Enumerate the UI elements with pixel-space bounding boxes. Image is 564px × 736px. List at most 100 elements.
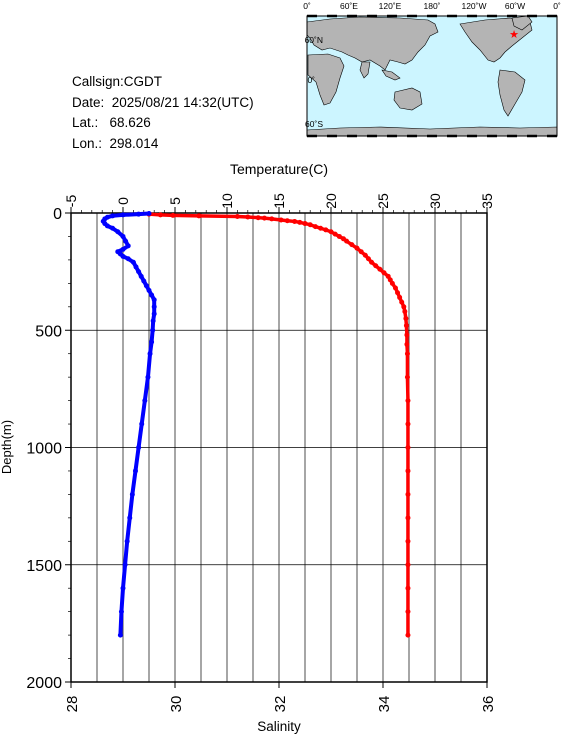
- temperature-point: [354, 245, 360, 251]
- temperature-point: [389, 280, 395, 286]
- temperature-point: [405, 538, 411, 544]
- salinity-tick-label: 32: [272, 696, 289, 713]
- salinity-tick-label: 34: [376, 696, 393, 713]
- temperature-point: [146, 211, 152, 217]
- depth-tick-label: 2000: [26, 675, 62, 692]
- salinity-point: [142, 398, 148, 404]
- temperature-point: [344, 238, 350, 244]
- temperature-point: [395, 290, 401, 296]
- temperature-axis-title: Temperature(C): [230, 161, 328, 177]
- temperature-point: [399, 299, 405, 305]
- depth-tick-label: 1000: [26, 441, 62, 458]
- salinity-profile-line: [101, 211, 157, 638]
- salinity-point: [110, 213, 116, 219]
- temperature-point: [245, 214, 251, 220]
- float-info-panel: Callsign:CGDT Date: 2025/08/21 14:32(UTC…: [72, 72, 254, 154]
- temperature-point: [404, 374, 410, 380]
- temperature-point: [397, 294, 403, 300]
- salinity-point: [110, 225, 116, 231]
- salinity-point: [149, 292, 155, 298]
- salinity-point: [117, 632, 123, 638]
- map-lon-label: 120˚W: [461, 1, 486, 11]
- temperature-tick-label: 20: [323, 193, 339, 209]
- plot-frame: [70, 212, 488, 683]
- temperature-point: [405, 632, 411, 638]
- map-lat-labels: 60˚N 0˚ 60˚S: [305, 35, 324, 129]
- temperature-point: [269, 216, 275, 222]
- temperature-point: [196, 213, 202, 219]
- map-lon-label: 0˚: [553, 1, 561, 11]
- temperature-profile-line: [147, 212, 410, 637]
- depth-tick-label: 1500: [26, 558, 62, 575]
- salinity-point: [115, 249, 121, 255]
- salinity-tick-label: 30: [168, 696, 185, 713]
- profile-series: [100, 210, 411, 638]
- salinity-point: [120, 253, 126, 259]
- map-lon-label: 0˚: [303, 1, 311, 11]
- salinity-point: [102, 221, 108, 227]
- map-lat-label: 60˚N: [305, 35, 323, 45]
- salinity-tick-label: 28: [64, 696, 81, 713]
- salinity-point: [138, 273, 144, 279]
- temperature-point: [336, 233, 342, 239]
- temperature-point: [387, 277, 393, 283]
- salinity-point: [129, 491, 135, 497]
- salinity-point: [104, 223, 110, 229]
- salinity-point: [143, 283, 149, 289]
- temperature-point: [323, 227, 329, 233]
- temperature-tick-label: 10: [219, 193, 235, 209]
- temperature-point: [284, 218, 290, 224]
- salinity-point: [151, 304, 157, 310]
- temperature-point: [358, 249, 364, 255]
- temperature-tick-label: -5: [63, 195, 79, 208]
- salinity-point: [123, 238, 129, 244]
- callsign-text: Callsign:CGDT: [72, 74, 163, 89]
- salinity-point: [150, 318, 156, 324]
- salinity-point: [147, 351, 153, 357]
- temperature-point: [403, 323, 409, 329]
- longitude-text: Lon.: 298.014: [72, 135, 159, 151]
- salinity-axis-title: Salinity: [257, 719, 301, 734]
- temperature-point: [234, 214, 240, 220]
- temperature-point: [404, 351, 410, 357]
- temperature-point: [307, 222, 313, 228]
- temperature-point: [401, 304, 407, 310]
- salinity-point: [118, 609, 124, 615]
- map-lat-label: 60˚S: [305, 119, 323, 129]
- world-map: 0˚ 60˚E 120˚E 180˚ 120˚W 60˚W 0˚ 60˚N 0˚…: [303, 1, 561, 138]
- salinity-point: [125, 256, 131, 262]
- temperature-tick-label: 0: [115, 197, 131, 205]
- salinity-point: [151, 297, 157, 303]
- temperature-tick-label: 35: [479, 193, 495, 209]
- temperature-point: [261, 215, 267, 221]
- temperature-point: [170, 212, 176, 218]
- salinity-point: [141, 278, 147, 284]
- float-position-marker: ★: [509, 29, 519, 41]
- temperature-point: [157, 212, 163, 218]
- map-frame: [306, 14, 558, 138]
- salinity-point: [139, 421, 145, 427]
- salinity-point: [136, 445, 142, 450]
- salinity-tick-label: 36: [480, 696, 497, 713]
- temperature-point: [385, 273, 391, 279]
- map-lon-label: 120˚E: [379, 1, 402, 11]
- salinity-point: [125, 243, 131, 249]
- depth-tick-label: 0: [53, 206, 62, 223]
- map-lon-label: 180˚: [423, 1, 440, 11]
- salinity-point: [122, 562, 128, 568]
- depth-axis-title: Depth(m): [0, 420, 14, 474]
- depth-tick-label: 500: [35, 323, 62, 340]
- salinity-point: [120, 233, 126, 239]
- salinity-point: [130, 259, 136, 265]
- temperature-point: [302, 221, 308, 227]
- salinity-point: [145, 374, 151, 380]
- temperature-point: [312, 224, 318, 230]
- temperature-point: [405, 468, 411, 474]
- map-land: [306, 15, 558, 137]
- temperature-point: [292, 218, 298, 224]
- latitude-text: Lat.: 68.626: [72, 115, 151, 130]
- temperature-point: [369, 259, 375, 265]
- salinity-series: [100, 210, 157, 638]
- salinity-point: [120, 585, 126, 591]
- salinity-point: [149, 339, 155, 345]
